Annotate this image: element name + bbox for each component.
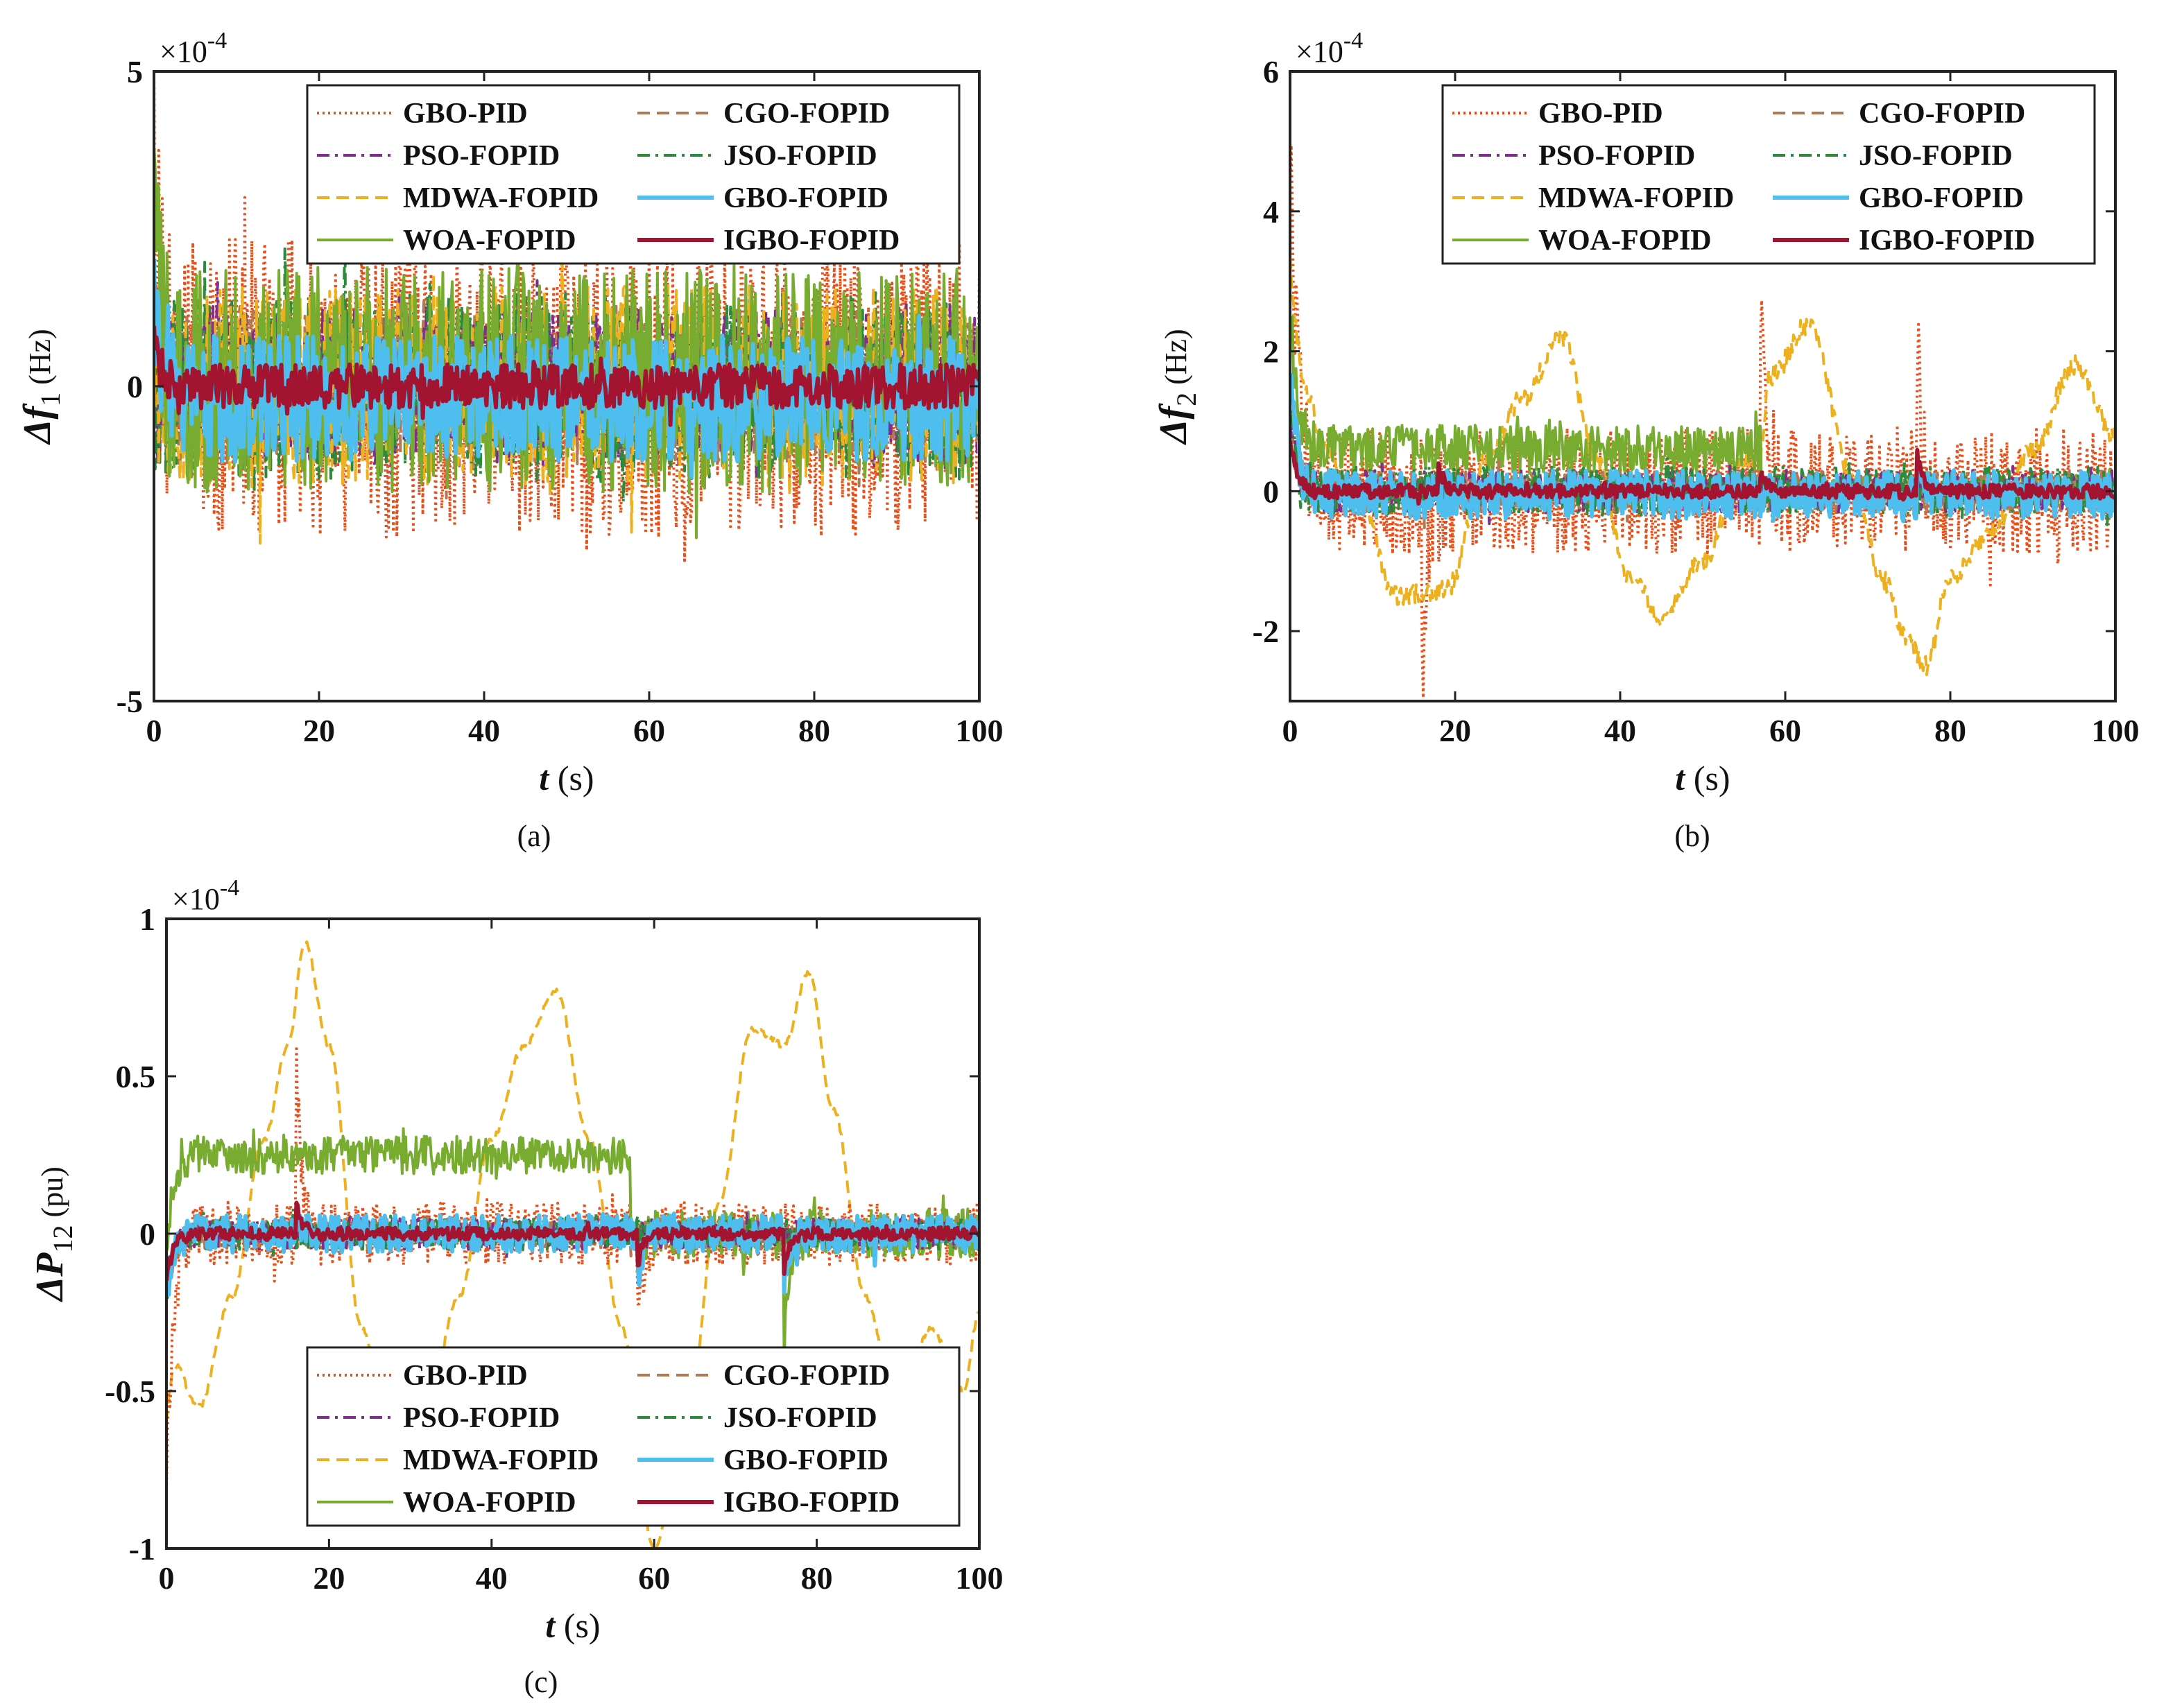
- x-tick-label: 80: [798, 713, 830, 748]
- y-tick-label: 2: [1263, 334, 1279, 370]
- legend-label-pso-fopid: PSO-FOPID: [403, 1402, 560, 1434]
- scale-factor-label: ×10-4: [160, 28, 227, 69]
- x-tick-label: 0: [1282, 713, 1298, 748]
- x-tick-label: 40: [1604, 713, 1636, 748]
- x-tick-label: 60: [638, 1560, 670, 1596]
- legend-label-woa-fopid: WOA-FOPID: [403, 225, 576, 257]
- legend-label-igbo-fopid: IGBO-FOPID: [723, 225, 900, 257]
- y-axis-label: Δf1 (Hz): [16, 329, 66, 445]
- series-line-mdwa-fopid: [1290, 256, 2115, 676]
- series-line-mdwa-fopid: [166, 940, 979, 1549]
- legend-label-cgo-fopid: CGO-FOPID: [723, 1360, 890, 1392]
- x-tick-label: 20: [1439, 713, 1471, 748]
- x-tick-label: 20: [303, 713, 335, 748]
- legend-label-gbo-pid: GBO-PID: [1538, 98, 1663, 130]
- legend: GBO-PID CGO-FOPID PSO-FOPID JSO-FOPID MDWA-F…: [306, 1346, 961, 1527]
- legend-label-cgo-fopid: CGO-FOPID: [723, 98, 890, 130]
- x-tick-label: 20: [313, 1560, 345, 1596]
- x-axis-label: t (s): [1675, 759, 1730, 797]
- legend-label-jso-fopid: JSO-FOPID: [723, 1402, 877, 1434]
- legend-label-igbo-fopid: IGBO-FOPID: [723, 1487, 900, 1519]
- scale-factor-label: ×10-4: [1296, 28, 1363, 69]
- x-tick-label: 40: [476, 1560, 508, 1596]
- legend-label-gbo-pid: GBO-PID: [403, 1360, 528, 1392]
- y-tick-label: 6: [1263, 54, 1279, 89]
- series-line-jso-fopid: [1290, 408, 2115, 526]
- y-tick-label: -5: [117, 684, 143, 719]
- legend-label-gbo-fopid: GBO-FOPID: [723, 182, 888, 214]
- x-tick-label: 100: [2092, 713, 2140, 748]
- legend-label-gbo-fopid: GBO-FOPID: [1859, 182, 2024, 214]
- panel-caption: (c): [524, 1665, 558, 1699]
- y-axis-label: ΔP12 (pu): [28, 1166, 78, 1302]
- x-axis-label: t (s): [539, 759, 594, 797]
- y-tick-label: 1: [139, 902, 155, 937]
- x-tick-label: 100: [956, 713, 1004, 748]
- panel-caption: (b): [1674, 819, 1710, 853]
- series-line-gbo-fopid: [154, 258, 979, 479]
- series-line-gbo-pid: [1290, 144, 2115, 700]
- y-axis-label: Δf2 (Hz): [1152, 329, 1202, 445]
- x-tick-label: 100: [956, 1560, 1004, 1596]
- y-tick-label: -2: [1253, 614, 1279, 649]
- series-line-igbo-fopid: [154, 325, 979, 427]
- x-axis-label: t (s): [545, 1606, 600, 1645]
- legend-label-woa-fopid: WOA-FOPID: [1538, 225, 1712, 257]
- legend-label-cgo-fopid: CGO-FOPID: [1859, 98, 2025, 130]
- legend-label-mdwa-fopid: MDWA-FOPID: [1538, 182, 1734, 214]
- x-tick-label: 0: [159, 1560, 175, 1596]
- legend-label-pso-fopid: PSO-FOPID: [1538, 140, 1695, 172]
- series-line-igbo-fopid: [166, 1200, 979, 1282]
- x-tick-label: 40: [468, 713, 500, 748]
- legend-label-pso-fopid: PSO-FOPID: [403, 140, 560, 172]
- scale-factor-label: ×10-4: [172, 875, 239, 916]
- y-tick-label: -0.5: [105, 1374, 155, 1409]
- scale-factor-exponent: -4: [220, 875, 239, 901]
- axes-box: [1289, 70, 2117, 702]
- panel-b: 0 20 40 60 80 100 -2 0 2 4 6 ×10-4 t (s) Δf2 (Hz) (b) G…: [1152, 28, 2140, 853]
- y-tick-label: 0: [127, 369, 143, 404]
- x-tick-label: 60: [1769, 713, 1801, 748]
- legend-label-jso-fopid: JSO-FOPID: [1859, 140, 2013, 172]
- legend-label-igbo-fopid: IGBO-FOPID: [1859, 225, 2035, 257]
- scale-factor-exponent: -4: [1343, 28, 1363, 53]
- y-tick-label: 0: [139, 1216, 155, 1252]
- legend-label-mdwa-fopid: MDWA-FOPID: [403, 182, 599, 214]
- series-line-gbo-pid: [166, 1044, 979, 1491]
- y-tick-label: 0: [1263, 474, 1279, 509]
- x-tick-label: 60: [633, 713, 665, 748]
- scale-factor-exponent: -4: [207, 28, 227, 53]
- y-tick-label: 5: [127, 54, 143, 89]
- x-tick-label: 80: [801, 1560, 833, 1596]
- legend-label-mdwa-fopid: MDWA-FOPID: [403, 1444, 599, 1476]
- legend: GBO-PID CGO-FOPID PSO-FOPID JSO-FOPID MDWA-F…: [1441, 84, 2096, 265]
- y-tick-label: 4: [1263, 194, 1279, 230]
- legend-label-gbo-fopid: GBO-FOPID: [723, 1444, 888, 1476]
- panel-c: 0 20 40 60 80 100 -1 -0.5 0 0.5 1 ×10-4 t (s) ΔP12 (p…: [28, 875, 1004, 1699]
- panel-caption: (a): [517, 819, 551, 853]
- legend-label-woa-fopid: WOA-FOPID: [403, 1487, 576, 1519]
- legend-label-gbo-pid: GBO-PID: [403, 98, 528, 130]
- legend: GBO-PID CGO-FOPID PSO-FOPID JSO-FOPID MDWA-F…: [306, 84, 961, 265]
- legend-label-jso-fopid: JSO-FOPID: [723, 140, 877, 172]
- x-tick-label: 0: [146, 713, 162, 748]
- y-tick-label: -1: [129, 1531, 155, 1567]
- panel-a: 0 20 40 60 80 100-505×10-4t (s)Δf1 (Hz)(a)GBO…: [16, 28, 1004, 853]
- series-line-igbo-fopid: [1290, 440, 2115, 506]
- x-tick-label: 80: [1934, 713, 1966, 748]
- y-tick-label: 0.5: [116, 1059, 156, 1094]
